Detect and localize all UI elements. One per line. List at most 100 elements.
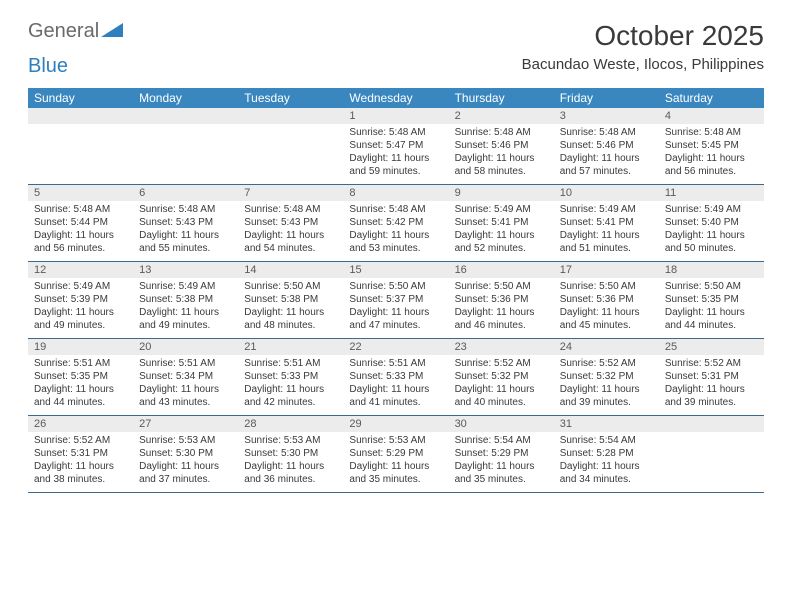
- sunrise-text: Sunrise: 5:51 AM: [139, 357, 232, 370]
- day-number: 8: [343, 185, 448, 201]
- daylight-text: Daylight: 11 hours and 38 minutes.: [34, 460, 127, 486]
- sunrise-text: Sunrise: 5:53 AM: [244, 434, 337, 447]
- calendar-cell: 19Sunrise: 5:51 AMSunset: 5:35 PMDayligh…: [28, 339, 133, 416]
- sunrise-text: Sunrise: 5:52 AM: [665, 357, 758, 370]
- sunset-text: Sunset: 5:32 PM: [560, 370, 653, 383]
- title-block: October 2025 Bacundao Weste, Ilocos, Phi…: [522, 20, 764, 73]
- day-details: Sunrise: 5:51 AMSunset: 5:34 PMDaylight:…: [133, 355, 238, 415]
- day-number: 12: [28, 262, 133, 278]
- sunset-text: Sunset: 5:43 PM: [139, 216, 232, 229]
- sunset-text: Sunset: 5:31 PM: [34, 447, 127, 460]
- day-details: [238, 124, 343, 184]
- daylight-text: Daylight: 11 hours and 35 minutes.: [455, 460, 548, 486]
- daylight-text: Daylight: 11 hours and 58 minutes.: [455, 152, 548, 178]
- day-details: Sunrise: 5:49 AMSunset: 5:41 PMDaylight:…: [449, 201, 554, 261]
- sunrise-text: Sunrise: 5:51 AM: [349, 357, 442, 370]
- day-number: 24: [554, 339, 659, 355]
- sunrise-text: Sunrise: 5:48 AM: [665, 126, 758, 139]
- day-number: 10: [554, 185, 659, 201]
- day-number: 15: [343, 262, 448, 278]
- day-details: Sunrise: 5:48 AMSunset: 5:43 PMDaylight:…: [238, 201, 343, 261]
- daylight-text: Daylight: 11 hours and 57 minutes.: [560, 152, 653, 178]
- calendar-cell: [133, 108, 238, 185]
- day-details: Sunrise: 5:48 AMSunset: 5:46 PMDaylight:…: [554, 124, 659, 184]
- calendar-week-row: 19Sunrise: 5:51 AMSunset: 5:35 PMDayligh…: [28, 339, 764, 416]
- day-details: Sunrise: 5:48 AMSunset: 5:46 PMDaylight:…: [449, 124, 554, 184]
- daylight-text: Daylight: 11 hours and 37 minutes.: [139, 460, 232, 486]
- daylight-text: Daylight: 11 hours and 39 minutes.: [560, 383, 653, 409]
- day-number: 31: [554, 416, 659, 432]
- sunset-text: Sunset: 5:38 PM: [139, 293, 232, 306]
- sunrise-text: Sunrise: 5:48 AM: [560, 126, 653, 139]
- day-details: Sunrise: 5:51 AMSunset: 5:35 PMDaylight:…: [28, 355, 133, 415]
- calendar-cell: 13Sunrise: 5:49 AMSunset: 5:38 PMDayligh…: [133, 262, 238, 339]
- calendar-cell: 20Sunrise: 5:51 AMSunset: 5:34 PMDayligh…: [133, 339, 238, 416]
- sunrise-text: Sunrise: 5:54 AM: [560, 434, 653, 447]
- calendar-cell: 31Sunrise: 5:54 AMSunset: 5:28 PMDayligh…: [554, 416, 659, 493]
- calendar-cell: 21Sunrise: 5:51 AMSunset: 5:33 PMDayligh…: [238, 339, 343, 416]
- sunset-text: Sunset: 5:29 PM: [349, 447, 442, 460]
- triangle-icon: [101, 21, 123, 42]
- sunset-text: Sunset: 5:33 PM: [349, 370, 442, 383]
- calendar-cell: 3Sunrise: 5:48 AMSunset: 5:46 PMDaylight…: [554, 108, 659, 185]
- calendar-cell: 17Sunrise: 5:50 AMSunset: 5:36 PMDayligh…: [554, 262, 659, 339]
- day-details: Sunrise: 5:50 AMSunset: 5:37 PMDaylight:…: [343, 278, 448, 338]
- calendar-cell: 11Sunrise: 5:49 AMSunset: 5:40 PMDayligh…: [659, 185, 764, 262]
- daylight-text: Daylight: 11 hours and 56 minutes.: [34, 229, 127, 255]
- sunset-text: Sunset: 5:34 PM: [139, 370, 232, 383]
- sunset-text: Sunset: 5:43 PM: [244, 216, 337, 229]
- daylight-text: Daylight: 11 hours and 45 minutes.: [560, 306, 653, 332]
- daylight-text: Daylight: 11 hours and 49 minutes.: [34, 306, 127, 332]
- day-details: [28, 124, 133, 184]
- location-subtitle: Bacundao Weste, Ilocos, Philippines: [522, 56, 764, 73]
- logo-text-blue: Blue: [28, 55, 68, 77]
- day-number: 22: [343, 339, 448, 355]
- day-number: 13: [133, 262, 238, 278]
- daylight-text: Daylight: 11 hours and 36 minutes.: [244, 460, 337, 486]
- daylight-text: Daylight: 11 hours and 50 minutes.: [665, 229, 758, 255]
- day-details: Sunrise: 5:54 AMSunset: 5:29 PMDaylight:…: [449, 432, 554, 492]
- calendar-page: General October 2025 Bacundao Weste, Ilo…: [0, 0, 792, 513]
- calendar-cell: 30Sunrise: 5:54 AMSunset: 5:29 PMDayligh…: [449, 416, 554, 493]
- sunset-text: Sunset: 5:30 PM: [139, 447, 232, 460]
- sunset-text: Sunset: 5:28 PM: [560, 447, 653, 460]
- day-details: Sunrise: 5:53 AMSunset: 5:30 PMDaylight:…: [133, 432, 238, 492]
- day-details: Sunrise: 5:48 AMSunset: 5:42 PMDaylight:…: [343, 201, 448, 261]
- calendar-week-row: 26Sunrise: 5:52 AMSunset: 5:31 PMDayligh…: [28, 416, 764, 493]
- day-number: 28: [238, 416, 343, 432]
- sunrise-text: Sunrise: 5:53 AM: [139, 434, 232, 447]
- day-number: 17: [554, 262, 659, 278]
- daylight-text: Daylight: 11 hours and 46 minutes.: [455, 306, 548, 332]
- calendar-cell: [659, 416, 764, 493]
- sunrise-text: Sunrise: 5:50 AM: [455, 280, 548, 293]
- day-number: 19: [28, 339, 133, 355]
- calendar-cell: 1Sunrise: 5:48 AMSunset: 5:47 PMDaylight…: [343, 108, 448, 185]
- calendar-cell: 12Sunrise: 5:49 AMSunset: 5:39 PMDayligh…: [28, 262, 133, 339]
- day-number: 2: [449, 108, 554, 124]
- sunset-text: Sunset: 5:32 PM: [455, 370, 548, 383]
- day-details: Sunrise: 5:49 AMSunset: 5:40 PMDaylight:…: [659, 201, 764, 261]
- day-details: Sunrise: 5:50 AMSunset: 5:38 PMDaylight:…: [238, 278, 343, 338]
- sunrise-text: Sunrise: 5:54 AM: [455, 434, 548, 447]
- day-number: 27: [133, 416, 238, 432]
- weekday-header: Friday: [554, 88, 659, 108]
- day-number: 9: [449, 185, 554, 201]
- day-details: Sunrise: 5:52 AMSunset: 5:32 PMDaylight:…: [554, 355, 659, 415]
- calendar-cell: 2Sunrise: 5:48 AMSunset: 5:46 PMDaylight…: [449, 108, 554, 185]
- sunset-text: Sunset: 5:41 PM: [560, 216, 653, 229]
- day-number: 18: [659, 262, 764, 278]
- calendar-cell: [28, 108, 133, 185]
- daylight-text: Daylight: 11 hours and 52 minutes.: [455, 229, 548, 255]
- sunset-text: Sunset: 5:46 PM: [455, 139, 548, 152]
- sunrise-text: Sunrise: 5:49 AM: [139, 280, 232, 293]
- calendar-cell: 29Sunrise: 5:53 AMSunset: 5:29 PMDayligh…: [343, 416, 448, 493]
- calendar-cell: 25Sunrise: 5:52 AMSunset: 5:31 PMDayligh…: [659, 339, 764, 416]
- daylight-text: Daylight: 11 hours and 48 minutes.: [244, 306, 337, 332]
- calendar-cell: 18Sunrise: 5:50 AMSunset: 5:35 PMDayligh…: [659, 262, 764, 339]
- sunrise-text: Sunrise: 5:50 AM: [244, 280, 337, 293]
- sunset-text: Sunset: 5:33 PM: [244, 370, 337, 383]
- calendar-week-row: 1Sunrise: 5:48 AMSunset: 5:47 PMDaylight…: [28, 108, 764, 185]
- day-details: Sunrise: 5:48 AMSunset: 5:43 PMDaylight:…: [133, 201, 238, 261]
- sunset-text: Sunset: 5:35 PM: [665, 293, 758, 306]
- weekday-header: Saturday: [659, 88, 764, 108]
